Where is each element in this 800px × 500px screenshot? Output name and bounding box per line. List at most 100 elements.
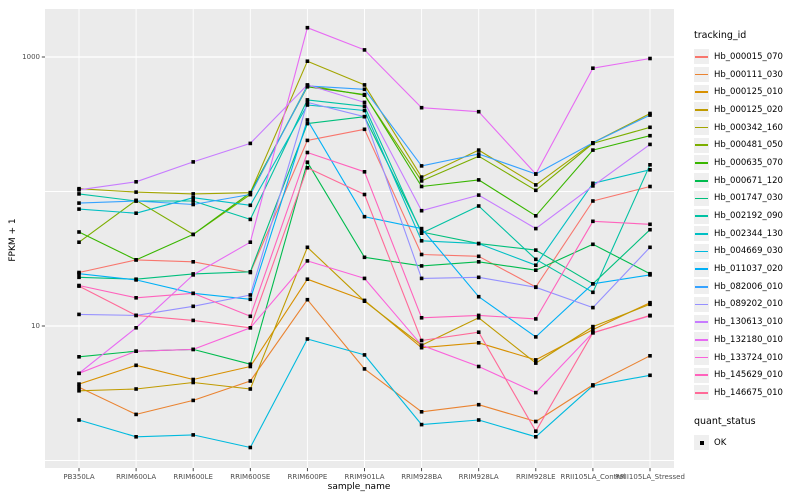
data-point [248, 445, 253, 450]
data-point [77, 240, 81, 244]
data-point [476, 330, 481, 334]
legend-line-icon [695, 197, 708, 200]
legend-key-swatch [694, 120, 709, 136]
data-point [362, 299, 367, 303]
x-axis-title: sample_name [327, 482, 391, 492]
legend-line-icon [695, 232, 708, 235]
legend-title: tracking_id [694, 30, 747, 41]
data-point [305, 138, 310, 143]
legend-item-label: Hb_146675_010 [714, 387, 783, 398]
data-point [648, 373, 652, 378]
legend-line-icon [695, 126, 708, 129]
data-point [362, 48, 367, 52]
data-point [248, 362, 253, 366]
data-point [419, 343, 424, 347]
legend-item-label: Hb_089202_010 [714, 299, 783, 310]
data-point [248, 364, 253, 369]
data-point [305, 160, 310, 164]
data-point [648, 245, 652, 250]
data-point [305, 150, 310, 155]
data-point [248, 217, 253, 222]
data-point [134, 180, 138, 184]
legend-line-icon [695, 285, 708, 288]
data-point [476, 148, 481, 152]
legend-item-Hb_082006_010: Hb_082006_010 [694, 278, 799, 296]
data-point [591, 219, 595, 224]
legend-line-icon [695, 109, 708, 111]
x-tick-label-PB350LA: PB350LA [63, 473, 95, 481]
data-point [305, 121, 310, 126]
quant-status-legend-items: OK [694, 434, 799, 452]
data-point [191, 273, 195, 277]
plot-panel [45, 9, 674, 468]
data-point [248, 203, 253, 208]
data-point [305, 103, 310, 107]
legend-line-icon [695, 215, 708, 217]
data-point [476, 364, 481, 369]
data-point [134, 278, 138, 282]
data-point [534, 268, 538, 272]
legend-item-Hb_000635_070: Hb_000635_070 [694, 154, 799, 172]
legend-item-Hb_000125_010: Hb_000125_010 [694, 83, 799, 101]
data-point [134, 349, 138, 353]
quant-status-item-OK: OK [694, 434, 799, 452]
data-point [476, 275, 481, 280]
data-point [191, 304, 195, 309]
data-point [191, 232, 195, 237]
data-point [534, 317, 538, 321]
legend-item-Hb_000671_120: Hb_000671_120 [694, 172, 799, 190]
data-point [476, 154, 481, 158]
data-point [305, 25, 310, 30]
data-point [362, 92, 367, 97]
legend-line-icon [695, 91, 708, 94]
data-point [77, 389, 81, 393]
legend-key-swatch [694, 314, 709, 330]
data-point [134, 326, 138, 330]
data-point [648, 184, 652, 189]
data-point [534, 226, 538, 231]
data-point [591, 327, 595, 332]
legend-item-label: Hb_000125_010 [714, 87, 783, 98]
data-point [248, 141, 253, 146]
legend-item-Hb_130613_010: Hb_130613_010 [694, 313, 799, 331]
legend-key-swatch [694, 279, 709, 295]
data-point [648, 125, 652, 130]
data-point [534, 214, 538, 218]
x-tick-label-RRIM928LE: RRIM928LE [516, 473, 556, 481]
data-point [476, 109, 481, 114]
legend-item-label: Hb_004669_030 [714, 246, 783, 257]
data-point [248, 326, 253, 330]
data-point [191, 260, 195, 264]
data-point [77, 355, 81, 359]
data-point [362, 170, 367, 174]
data-point [362, 100, 367, 105]
data-point [591, 242, 595, 247]
data-point [534, 248, 538, 252]
legend-item-label: Hb_000125_020 [714, 104, 783, 115]
data-point [77, 230, 81, 234]
data-point [77, 271, 81, 276]
data-point [77, 385, 81, 390]
data-point [648, 227, 652, 232]
data-point [591, 148, 595, 152]
data-point [134, 258, 138, 262]
data-point [648, 222, 652, 227]
data-point [191, 347, 195, 352]
data-point [419, 422, 424, 427]
data-point [648, 168, 652, 172]
data-point [419, 105, 424, 110]
data-point [534, 263, 538, 267]
data-point [648, 313, 652, 318]
data-point [191, 291, 195, 296]
legend-item-label: Hb_002192_090 [714, 211, 783, 222]
data-point [134, 387, 138, 391]
legend-line-icon [695, 356, 708, 359]
data-point [534, 358, 538, 362]
data-point [305, 166, 310, 170]
quant-status-legend: quant_status OK [694, 416, 799, 452]
data-point [248, 297, 253, 302]
data-point [419, 264, 424, 268]
data-point [591, 290, 595, 295]
legend-key-swatch [694, 84, 709, 100]
legend-item-Hb_089202_010: Hb_089202_010 [694, 296, 799, 314]
